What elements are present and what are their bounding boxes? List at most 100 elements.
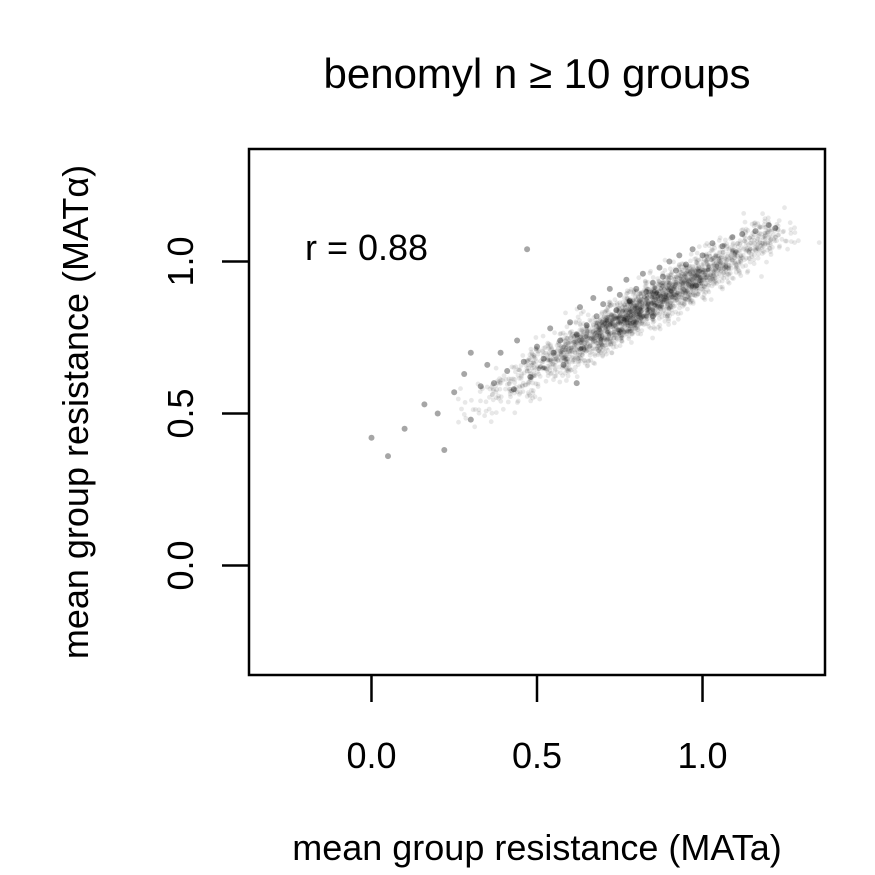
density-point — [570, 357, 576, 363]
density-point — [505, 399, 511, 405]
density-point — [672, 276, 678, 282]
density-point — [569, 367, 575, 373]
density-point — [613, 335, 619, 341]
density-point — [558, 370, 563, 376]
density-point — [645, 321, 651, 327]
density-point — [552, 330, 557, 336]
density-point — [653, 286, 659, 291]
density-point — [455, 396, 461, 402]
density-point — [534, 359, 539, 364]
density-point — [563, 341, 568, 346]
density-point — [649, 301, 655, 307]
density-point — [657, 302, 662, 307]
density-point — [757, 240, 763, 246]
density-point — [646, 305, 652, 311]
density-point — [577, 321, 583, 327]
density-point — [682, 293, 688, 298]
density-point — [733, 265, 739, 270]
density-point — [663, 281, 669, 287]
density-point — [721, 270, 727, 275]
density-point — [658, 299, 664, 305]
density-point — [635, 293, 641, 298]
density-point — [649, 310, 654, 316]
density-point — [649, 289, 654, 294]
density-point — [727, 258, 733, 263]
density-point — [633, 307, 638, 313]
density-point — [608, 342, 614, 348]
density-point — [651, 301, 657, 307]
scatter-point-42 — [666, 258, 673, 265]
density-point — [691, 285, 696, 290]
density-point — [607, 338, 613, 344]
density-point — [747, 235, 752, 241]
density-point — [599, 320, 605, 325]
density-point — [569, 355, 575, 360]
density-point — [571, 336, 577, 342]
density-point — [706, 264, 712, 269]
density-point — [726, 280, 732, 286]
density-point — [658, 306, 663, 312]
density-point — [657, 282, 663, 288]
density-point — [683, 289, 689, 294]
density-point — [576, 337, 582, 343]
density-point — [677, 269, 683, 274]
density-point — [624, 304, 630, 310]
density-point — [495, 378, 500, 384]
density-point — [580, 331, 586, 336]
density-point — [490, 392, 495, 397]
scatter-point-18 — [534, 343, 540, 350]
density-point — [676, 300, 681, 306]
density-point — [650, 335, 655, 341]
scatter-point-4 — [434, 410, 441, 417]
density-point — [704, 275, 709, 280]
density-point — [562, 347, 567, 353]
density-point — [635, 309, 640, 314]
density-point — [660, 310, 666, 316]
density-point — [650, 301, 655, 306]
density-point — [602, 317, 608, 322]
density-point — [540, 365, 546, 371]
density-point — [692, 276, 697, 282]
density-point — [703, 271, 709, 276]
density-point — [609, 317, 615, 322]
density-point — [713, 252, 719, 258]
density-point — [551, 352, 557, 358]
density-point — [608, 312, 614, 318]
density-point — [463, 415, 469, 421]
density-point — [709, 248, 714, 254]
density-point — [743, 226, 749, 232]
density-point — [747, 259, 753, 265]
density-point — [572, 369, 578, 375]
density-point — [655, 304, 660, 310]
density-point — [666, 316, 671, 322]
density-point — [541, 356, 547, 362]
density-point — [630, 331, 635, 337]
density-point — [656, 279, 662, 284]
density-point — [598, 349, 604, 355]
density-point — [528, 371, 533, 377]
density-point — [519, 371, 525, 377]
density-point — [691, 282, 697, 287]
density-point — [621, 330, 627, 335]
scatter-point-33 — [616, 291, 623, 298]
density-point — [525, 390, 531, 396]
density-point — [660, 294, 666, 300]
density-point — [470, 407, 476, 413]
density-point — [641, 322, 647, 327]
density-point — [594, 329, 599, 335]
density-point — [675, 292, 680, 298]
density-point — [649, 287, 655, 293]
density-point — [737, 255, 742, 261]
density-point — [599, 326, 605, 332]
density-point — [640, 300, 646, 306]
density-point — [576, 359, 581, 365]
scatter-point-2 — [401, 425, 408, 432]
density-point — [570, 359, 575, 365]
density-point — [596, 330, 602, 336]
density-point — [651, 300, 657, 306]
density-point — [704, 258, 710, 263]
density-point — [650, 308, 655, 314]
density-point — [582, 334, 587, 340]
density-point — [497, 381, 503, 386]
density-point — [625, 302, 630, 308]
